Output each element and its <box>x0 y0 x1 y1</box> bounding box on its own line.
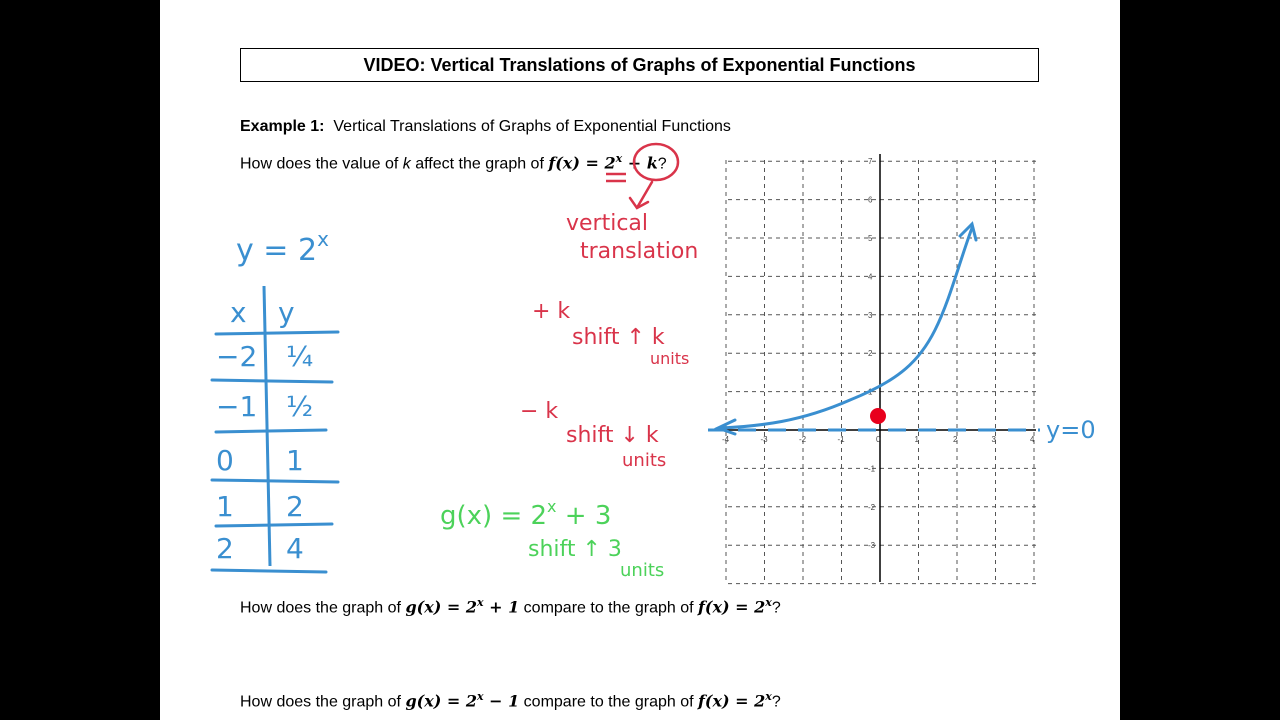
shift-down-label: shift ↓ k <box>566 423 659 448</box>
x-tick-label: -1 <box>838 435 846 444</box>
y-tick-label: 7 <box>868 157 873 166</box>
x-tick-label: 4 <box>1030 435 1035 444</box>
y-tick-label: -2 <box>868 503 876 512</box>
units-label-1: units <box>650 349 689 368</box>
translation-label: translation <box>580 239 698 264</box>
col-x-header: x <box>230 296 247 329</box>
k-circle <box>632 142 680 182</box>
example-heading: Example 1: Vertical Translations of Grap… <box>240 118 731 136</box>
page-title: VIDEO: Vertical Translations of Graphs o… <box>240 48 1039 82</box>
y-tick-label: -1 <box>868 464 876 473</box>
table-cell-y: ¼ <box>286 340 313 373</box>
y-tick-label: 6 <box>868 196 873 205</box>
asymptote-label: y=0 <box>1046 416 1096 444</box>
x-tick-label: 3 <box>992 435 997 444</box>
question-2: How does the graph of g(x) = 2x + 1 comp… <box>240 596 781 617</box>
example-heading-text: Vertical Translations of Graphs of Expon… <box>333 118 731 135</box>
curve-arrow-left <box>714 418 737 436</box>
y-tick-label: -3 <box>868 541 876 550</box>
curve-arrow-right <box>958 221 978 242</box>
table-title: y = 2x <box>236 227 329 268</box>
x-tick-label: 2 <box>953 435 958 444</box>
cursor-dot <box>870 408 886 424</box>
table-cell-x: −1 <box>216 390 257 423</box>
table-cell-y: 2 <box>286 490 304 523</box>
table-row: −2 ¼ <box>216 340 313 373</box>
title-text: VIDEO: Vertical Translations of Graphs o… <box>363 54 916 75</box>
coordinate-grid <box>718 154 1036 585</box>
x-tick-label: -4 <box>722 435 730 444</box>
units-label-3: units <box>620 560 664 581</box>
table-row-rule <box>214 522 334 528</box>
table-rows: −2 ¼−1 ½0 11 22 4 <box>216 340 313 565</box>
table-cell-y: 1 <box>286 444 304 477</box>
g-example: g(x) = 2x + 3 <box>440 497 611 531</box>
table-cell-x: 1 <box>216 490 234 523</box>
y-tick-label: 4 <box>868 272 873 281</box>
minus-k-label: − k <box>520 399 558 424</box>
table-row-rule <box>210 378 334 384</box>
table-row-rule <box>214 428 328 434</box>
units-label-2: units <box>622 450 666 471</box>
example-label: Example 1: <box>240 118 325 135</box>
y-tick-label: 5 <box>868 234 873 243</box>
table-row-rule <box>214 330 340 336</box>
x-tick-label: -3 <box>761 435 769 444</box>
table-cell-y: ½ <box>286 390 313 423</box>
table-row-rule <box>210 568 328 574</box>
col-y-header: y <box>278 296 295 329</box>
table-rules <box>210 330 340 574</box>
table-cell-y: 4 <box>286 532 304 565</box>
y-tick-label: 3 <box>868 311 873 320</box>
x-tick-label: 1 <box>915 435 920 444</box>
table-cell-x: 0 <box>216 444 234 477</box>
table-cell-x: −2 <box>216 340 257 373</box>
plus-k-label: + k <box>532 299 570 324</box>
vertical-label: vertical <box>566 211 648 236</box>
shift-up3-label: shift ↑ 3 <box>528 537 622 562</box>
table-row-rule <box>210 478 340 484</box>
table-cell-x: 2 <box>216 532 234 565</box>
k-arrow <box>628 180 654 210</box>
y-tick-label: 2 <box>868 349 873 358</box>
document-page: VIDEO: Vertical Translations of Graphs o… <box>160 0 1120 720</box>
shift-up-label: shift ↑ k <box>572 325 665 350</box>
table-row: −1 ½ <box>216 390 313 423</box>
question-3: How does the graph of g(x) = 2x − 1 comp… <box>240 690 781 711</box>
exponential-curve <box>720 226 974 430</box>
x-tick-label: -2 <box>799 435 807 444</box>
x-tick-label: 0 <box>876 435 881 444</box>
